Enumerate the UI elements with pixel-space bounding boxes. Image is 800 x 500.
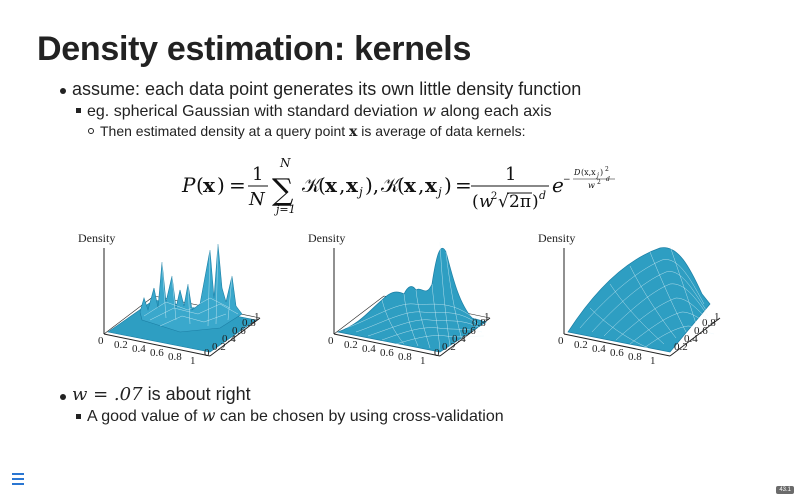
sub-bullet-cross-validation: A good value of w can be chosen by using… (87, 406, 504, 425)
svg-text:0.4: 0.4 (684, 333, 698, 345)
svg-text:0: 0 (434, 347, 440, 359)
svg-text:1: 1 (254, 311, 260, 323)
svg-text:0.6: 0.6 (694, 325, 708, 337)
svg-text:,: , (339, 173, 345, 197)
svg-text:(: ( (397, 173, 405, 197)
svg-text:1: 1 (650, 355, 656, 367)
svg-text:0: 0 (98, 335, 104, 347)
svg-text:d: d (606, 176, 610, 183)
svg-text:0.2: 0.2 (674, 341, 688, 353)
svg-text:0.6: 0.6 (380, 347, 394, 359)
svg-text:x: x (203, 173, 216, 197)
svg-text:𝒦: 𝒦 (381, 173, 402, 197)
svg-text:w: w (588, 181, 595, 190)
density-plot-large-bandwidth: Density 0 0.2 0.4 0.6 0.8 1 0.2 0.4 0.6 … (538, 231, 721, 367)
bullet-dot (60, 88, 66, 94)
svg-text:(x,x: (x,x (581, 168, 596, 177)
svg-text:𝒦: 𝒦 (302, 173, 323, 197)
svg-text:0.4: 0.4 (222, 333, 236, 345)
sub-bullet-gaussian: eg. spherical Gaussian with standard dev… (87, 101, 552, 120)
svg-text:0.8: 0.8 (702, 317, 716, 329)
svg-text:0.8: 0.8 (472, 317, 486, 329)
svg-text:): ) (532, 192, 539, 212)
svg-text:∑: ∑ (272, 173, 294, 208)
svg-text:j: j (595, 172, 599, 179)
y-axis-label: Density (308, 231, 345, 245)
svg-text:N: N (279, 156, 291, 170)
svg-text:0.6: 0.6 (610, 347, 624, 359)
sub-sub-bullet-estimate: Then estimated density at a query point … (100, 123, 526, 140)
svg-text:0.8: 0.8 (168, 351, 182, 363)
svg-text:0: 0 (328, 335, 334, 347)
bullet-dot (60, 394, 66, 400)
svg-text:0.8: 0.8 (398, 351, 412, 363)
y-axis-label: Density (78, 231, 115, 245)
bullet-square (76, 108, 81, 113)
svg-text:0.4: 0.4 (452, 333, 466, 345)
y-axis-label: Density (538, 231, 575, 245)
svg-text:0.2: 0.2 (114, 339, 128, 351)
svg-text:): ) (217, 173, 225, 197)
svg-text:,: , (418, 173, 424, 197)
bullet-kernel-assumption: assume: each data point generates its ow… (72, 79, 582, 99)
svg-text:(: ( (318, 173, 326, 197)
density-plot-medium-bandwidth: Density 0 0.2 0.4 0.6 0.8 1 0 0.2 0.4 0.… (308, 231, 491, 367)
svg-text:): ) (444, 173, 452, 197)
svg-text:0.4: 0.4 (132, 343, 146, 355)
svg-text:0: 0 (204, 347, 210, 359)
svg-text:x: x (404, 173, 417, 197)
svg-text:0.6: 0.6 (232, 325, 246, 337)
svg-text:x: x (425, 173, 438, 197)
svg-text:2π: 2π (509, 192, 531, 212)
menu-icon[interactable] (12, 473, 24, 485)
svg-text:1: 1 (505, 164, 516, 185)
svg-text:P: P (181, 173, 196, 197)
bullet-ring (88, 128, 94, 134)
slide-title: Density estimation: kernels (37, 30, 472, 68)
svg-text:(: ( (196, 173, 204, 197)
svg-text:x: x (325, 173, 338, 197)
svg-text:0: 0 (558, 335, 564, 347)
svg-text:0.8: 0.8 (242, 317, 256, 329)
svg-text:0.4: 0.4 (362, 343, 376, 355)
svg-text:1: 1 (484, 311, 490, 323)
svg-text:2: 2 (491, 191, 497, 202)
svg-text:(: ( (472, 192, 479, 212)
svg-text:0.2: 0.2 (212, 341, 226, 353)
svg-text:1: 1 (190, 355, 196, 367)
svg-text:1: 1 (252, 164, 263, 185)
density-plot-small-bandwidth: Density 0 0.2 0.4 0.6 0.8 1 0 0.2 0.4 0.… (78, 231, 261, 367)
svg-text:1: 1 (714, 311, 720, 323)
svg-text:D: D (573, 168, 581, 177)
svg-text:),: ), (365, 173, 379, 197)
svg-text:x: x (346, 173, 359, 197)
svg-text:0.2: 0.2 (442, 341, 456, 353)
svg-text:j: j (435, 185, 442, 199)
svg-text:1: 1 (420, 355, 426, 367)
svg-text:j: j (356, 185, 363, 199)
svg-text:0.8: 0.8 (628, 351, 642, 363)
svg-text:N: N (248, 189, 266, 210)
svg-text:w: w (479, 192, 494, 212)
svg-text:0.6: 0.6 (462, 325, 476, 337)
bullet-square (76, 414, 81, 419)
svg-text:=: = (229, 173, 246, 197)
svg-text:−: − (563, 175, 571, 185)
svg-text:j=1: j=1 (273, 203, 296, 216)
svg-text:2: 2 (597, 179, 601, 186)
svg-text:0.6: 0.6 (150, 347, 164, 359)
svg-text:d: d (539, 189, 546, 202)
kernel-density-formula: P ( x ) = 1 N N ∑ j=1 𝒦 ( x , x j ), 𝒦 (… (181, 156, 615, 216)
svg-text:0.2: 0.2 (574, 339, 588, 351)
bullet-bandwidth: w = .07 is about right (72, 384, 251, 405)
svg-text:0.2: 0.2 (344, 339, 358, 351)
svg-text:=: = (455, 173, 472, 197)
svg-text:√: √ (498, 192, 509, 212)
svg-text:): ) (600, 168, 603, 177)
svg-text:e: e (552, 173, 564, 197)
page-number-badge: 43.1 (776, 486, 794, 494)
svg-text:2: 2 (605, 166, 609, 173)
svg-text:0.4: 0.4 (592, 343, 606, 355)
